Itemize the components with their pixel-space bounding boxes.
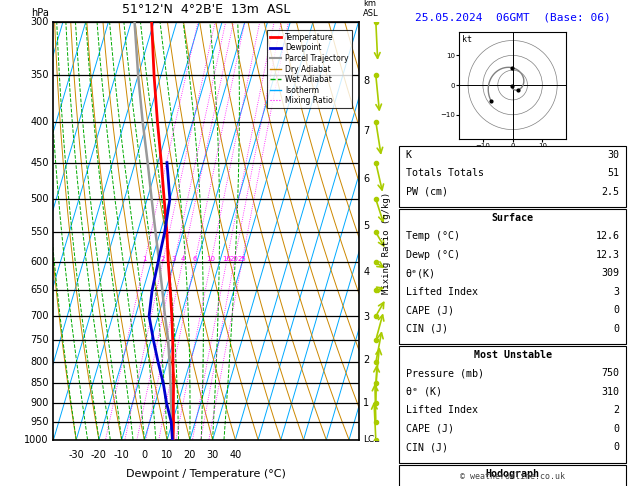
Text: 0: 0	[613, 442, 620, 452]
Text: θᵉ (K): θᵉ (K)	[406, 387, 442, 397]
Text: 750: 750	[30, 335, 49, 345]
Text: 300: 300	[31, 17, 49, 27]
Text: CIN (J): CIN (J)	[406, 324, 448, 334]
Text: Dewpoint / Temperature (°C): Dewpoint / Temperature (°C)	[126, 469, 286, 479]
Text: Hodograph: Hodograph	[486, 469, 540, 479]
Text: 550: 550	[30, 227, 49, 237]
Text: 8: 8	[363, 76, 369, 87]
Text: 51: 51	[608, 168, 620, 178]
Text: Mixing Ratio (g/kg): Mixing Ratio (g/kg)	[382, 192, 391, 294]
Text: 750: 750	[601, 368, 620, 379]
Text: 310: 310	[601, 387, 620, 397]
Text: 30: 30	[206, 450, 219, 460]
Text: Dewp (°C): Dewp (°C)	[406, 250, 460, 260]
Text: 20: 20	[184, 450, 196, 460]
Text: 0: 0	[613, 324, 620, 334]
Text: 600: 600	[31, 258, 49, 267]
Text: 4: 4	[181, 257, 185, 262]
Text: 16: 16	[222, 257, 231, 262]
Text: Surface: Surface	[492, 213, 533, 223]
Text: Lifted Index: Lifted Index	[406, 287, 477, 297]
Text: Pressure (mb): Pressure (mb)	[406, 368, 484, 379]
Text: 900: 900	[31, 398, 49, 408]
Text: 3: 3	[172, 257, 176, 262]
Text: 400: 400	[31, 117, 49, 127]
Text: km
ASL: km ASL	[363, 0, 379, 17]
Text: 51°12'N  4°2B'E  13m  ASL: 51°12'N 4°2B'E 13m ASL	[122, 2, 290, 16]
Text: 5: 5	[363, 221, 369, 231]
Text: 10: 10	[206, 257, 215, 262]
Text: 6: 6	[192, 257, 197, 262]
Text: 800: 800	[31, 357, 49, 367]
Text: 1: 1	[363, 398, 369, 408]
Text: 7: 7	[363, 126, 369, 136]
Text: CAPE (J): CAPE (J)	[406, 305, 454, 315]
Text: 0: 0	[142, 450, 147, 460]
Text: CAPE (J): CAPE (J)	[406, 424, 454, 434]
Text: 2: 2	[613, 405, 620, 416]
Text: θᵉ(K): θᵉ(K)	[406, 268, 436, 278]
Text: 25: 25	[238, 257, 246, 262]
Text: 500: 500	[30, 194, 49, 204]
Text: Totals Totals: Totals Totals	[406, 168, 484, 178]
Text: LCL: LCL	[363, 435, 379, 444]
Text: -30: -30	[69, 450, 84, 460]
Text: 10: 10	[161, 450, 173, 460]
Text: © weatheronline.co.uk: © weatheronline.co.uk	[460, 472, 565, 481]
Text: hPa: hPa	[31, 8, 49, 17]
Text: 30: 30	[608, 150, 620, 160]
Text: 0: 0	[613, 424, 620, 434]
Text: 12.6: 12.6	[596, 231, 620, 242]
Text: Temp (°C): Temp (°C)	[406, 231, 460, 242]
Text: 950: 950	[30, 417, 49, 427]
Legend: Temperature, Dewpoint, Parcel Trajectory, Dry Adiabat, Wet Adiabat, Isotherm, Mi: Temperature, Dewpoint, Parcel Trajectory…	[267, 30, 352, 108]
Text: PW (cm): PW (cm)	[406, 187, 448, 197]
Text: 6: 6	[363, 174, 369, 184]
Text: kt: kt	[462, 35, 472, 44]
Text: 650: 650	[30, 285, 49, 295]
Text: CIN (J): CIN (J)	[406, 442, 448, 452]
Text: 2: 2	[160, 257, 165, 262]
Text: 3: 3	[363, 312, 369, 322]
Text: 700: 700	[30, 311, 49, 321]
Text: 25.05.2024  06GMT  (Base: 06): 25.05.2024 06GMT (Base: 06)	[415, 12, 611, 22]
Text: -10: -10	[114, 450, 130, 460]
Text: -20: -20	[91, 450, 107, 460]
Text: 20: 20	[230, 257, 238, 262]
Text: 1: 1	[142, 257, 147, 262]
Text: K: K	[406, 150, 412, 160]
Text: 850: 850	[30, 379, 49, 388]
Text: 40: 40	[229, 450, 242, 460]
Text: 0: 0	[613, 305, 620, 315]
Text: Lifted Index: Lifted Index	[406, 405, 477, 416]
Text: 1000: 1000	[25, 435, 49, 445]
Text: 2.5: 2.5	[601, 187, 620, 197]
Text: 450: 450	[30, 157, 49, 168]
Text: 350: 350	[30, 70, 49, 80]
Text: 3: 3	[613, 287, 620, 297]
Text: 4: 4	[363, 267, 369, 277]
Text: 12.3: 12.3	[596, 250, 620, 260]
Text: 2: 2	[363, 355, 369, 365]
Text: Most Unstable: Most Unstable	[474, 350, 552, 360]
Text: 309: 309	[601, 268, 620, 278]
